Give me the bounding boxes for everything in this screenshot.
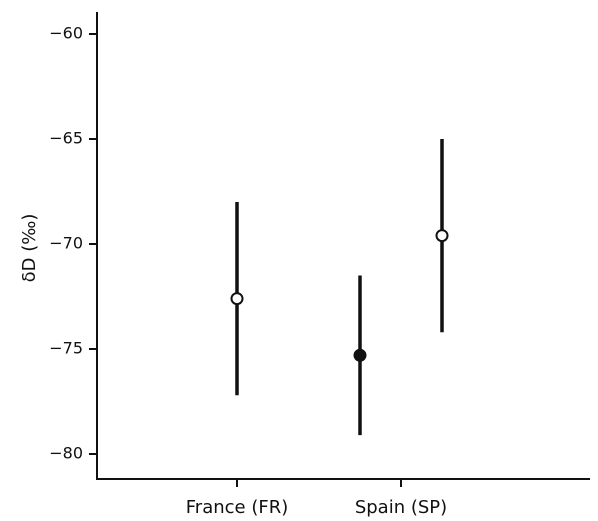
x-category-label: France (FR) bbox=[186, 497, 288, 518]
data-point-group bbox=[435, 139, 449, 333]
open-point-marker bbox=[230, 292, 244, 306]
data-point-group bbox=[230, 202, 244, 396]
y-tick-label: −80 bbox=[49, 444, 83, 463]
x-axis-categories: France (FR) Spain (SP) bbox=[186, 479, 447, 518]
y-axis-label: δD (‰) bbox=[19, 214, 40, 283]
x-category-label: Spain (SP) bbox=[355, 497, 447, 518]
y-axis-ticks: −60 −65 −70 −75 −80 bbox=[49, 24, 97, 463]
filled-point-marker bbox=[353, 348, 367, 362]
y-tick-label: −65 bbox=[49, 129, 83, 148]
data-points bbox=[230, 139, 449, 436]
y-tick-label: −60 bbox=[49, 24, 83, 43]
open-point-marker bbox=[435, 229, 449, 243]
y-tick-label: −70 bbox=[49, 234, 83, 253]
y-tick-label: −75 bbox=[49, 339, 83, 358]
data-point-group bbox=[353, 275, 367, 436]
